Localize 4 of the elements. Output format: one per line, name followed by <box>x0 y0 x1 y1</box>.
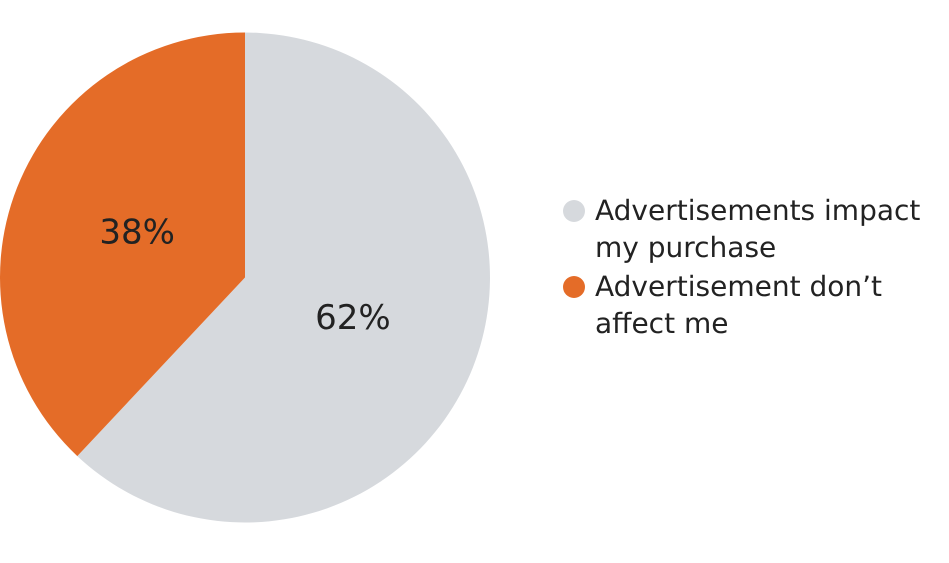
legend-label: Advertisement don’t affect me <box>595 269 883 342</box>
data-label: 38% <box>99 212 175 253</box>
data-label: 62% <box>315 298 391 338</box>
legend-label: Advertisements impact my purchase <box>595 193 922 266</box>
